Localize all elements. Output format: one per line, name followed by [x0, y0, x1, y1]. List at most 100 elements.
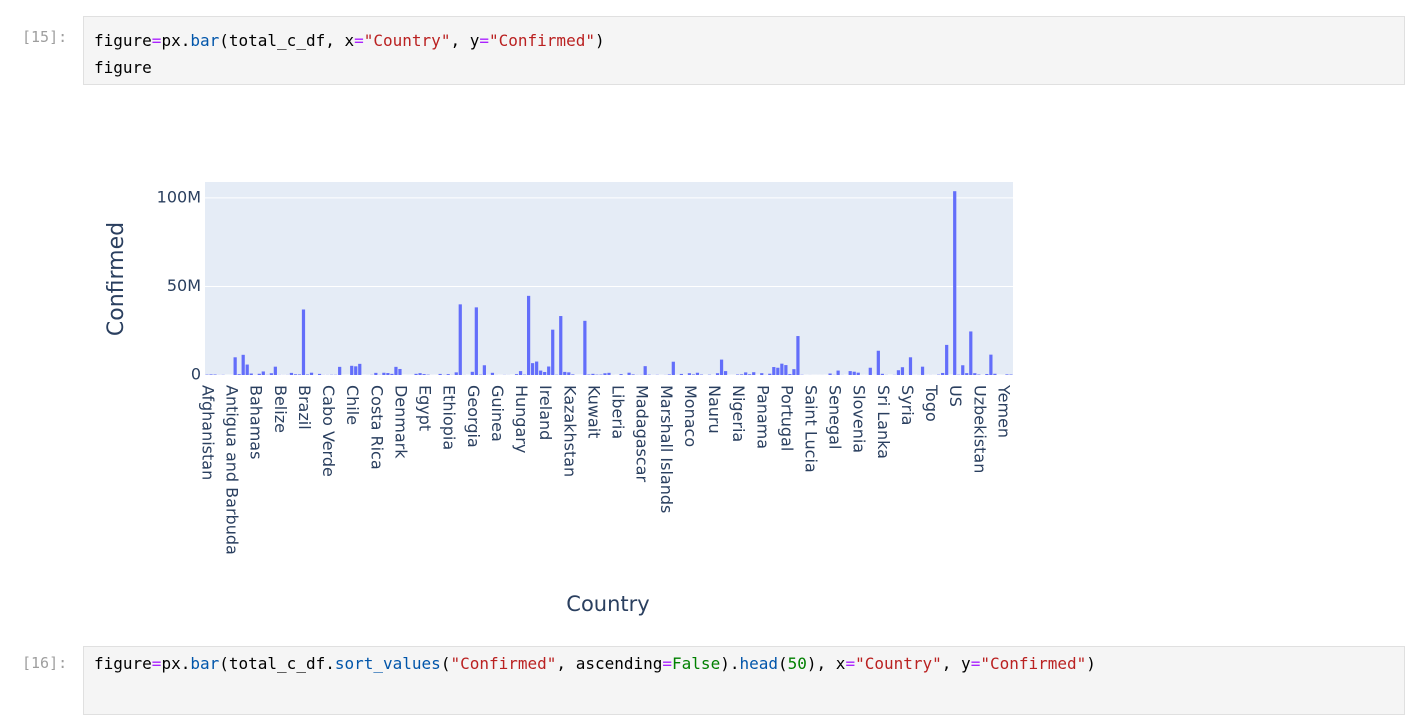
bar: [386, 373, 389, 375]
bar: [310, 373, 313, 375]
bar: [780, 364, 783, 375]
bar: [447, 374, 450, 375]
bar: [350, 366, 353, 375]
bar: [901, 367, 904, 375]
code-cell[interactable]: figure=px.bar(total_c_df.sort_values("Co…: [83, 646, 1405, 715]
bar: [869, 368, 872, 375]
bar: [909, 357, 912, 375]
bar: [246, 365, 249, 375]
code-token: ).: [720, 654, 739, 673]
bar: [740, 374, 743, 375]
code-token: figure: [94, 654, 152, 673]
bar: [358, 364, 361, 375]
y-axis-title: Confirmed: [104, 222, 129, 336]
code-token: =: [152, 654, 162, 673]
code-token: "Confirmed": [980, 654, 1086, 673]
x-tick-label: Liberia: [609, 385, 628, 439]
code-token: =: [662, 654, 672, 673]
code-token: (total_c_df, x: [219, 31, 354, 50]
code-line: figure: [94, 54, 1394, 81]
bar: [539, 371, 542, 375]
bar: [563, 372, 566, 375]
x-tick-label: Slovenia: [850, 385, 869, 453]
bar: [398, 369, 401, 375]
bar: [270, 373, 273, 375]
code-token: =: [845, 654, 855, 673]
bar: [519, 371, 522, 375]
bar: [921, 367, 924, 375]
x-tick-label: Bahamas: [247, 385, 266, 459]
bar: [607, 373, 610, 375]
bar: [632, 374, 635, 375]
x-tick-label: Ireland: [536, 385, 555, 440]
bar: [543, 372, 546, 375]
bar: [877, 351, 880, 375]
bar: [969, 331, 972, 375]
bar: [242, 355, 245, 375]
bar: [897, 370, 900, 375]
plot-area: [205, 182, 1013, 375]
bar: [491, 373, 494, 375]
bar: [234, 357, 237, 375]
bar: [475, 307, 478, 375]
x-tick-label: Monaco: [681, 385, 700, 447]
bar: [422, 374, 425, 375]
bar: [302, 309, 305, 375]
x-tick-label: US: [946, 385, 965, 407]
x-tick-label: Uzbekistan: [970, 385, 989, 473]
code-token: =: [971, 654, 981, 673]
bar: [298, 374, 301, 375]
bar: [439, 374, 442, 375]
bar: [993, 374, 996, 375]
x-tick-label: Kazakhstan: [560, 385, 579, 477]
bar: [603, 373, 606, 375]
bar: [784, 365, 787, 375]
bar: [945, 345, 948, 375]
x-tick-label: Egypt: [416, 385, 435, 431]
bar: [531, 363, 534, 375]
code-token: (: [778, 654, 788, 673]
bar: [941, 373, 944, 375]
bar: [338, 367, 341, 375]
code-token: , ascending: [556, 654, 662, 673]
x-tick-label: Hungary: [512, 385, 531, 453]
code-token: =: [152, 31, 162, 50]
bar: [752, 372, 755, 375]
x-tick-label: Sri Lanka: [874, 385, 893, 459]
bar: [535, 362, 538, 375]
bar: [973, 373, 976, 375]
code-cell[interactable]: figure=px.bar(total_c_df, x="Country", y…: [83, 16, 1405, 85]
bar: [857, 373, 860, 375]
bar: [583, 321, 586, 375]
code-token: , y: [942, 654, 971, 673]
x-tick-label: Belize: [271, 385, 290, 433]
x-tick-label: Saint Lucia: [801, 385, 820, 473]
code-line: figure=px.bar(total_c_df, x="Country", y…: [94, 27, 1394, 54]
bar: [374, 373, 377, 375]
bar: [627, 373, 630, 375]
code-token: 50: [788, 654, 807, 673]
notebook: [15]: figure=px.bar(total_c_df, x="Count…: [0, 0, 1405, 666]
bar: [961, 365, 964, 375]
code-token: ): [595, 31, 605, 50]
bar: [680, 374, 683, 375]
bar: [455, 372, 458, 375]
bar: [418, 373, 421, 375]
cell-prompt: [15]:: [22, 28, 67, 46]
bar: [724, 371, 727, 375]
bar: [559, 316, 562, 375]
x-tick-label: Portugal: [777, 385, 796, 451]
bar: [258, 374, 261, 375]
y-tick-label: 0: [191, 365, 201, 384]
bar: [551, 330, 554, 375]
bar: [414, 374, 417, 375]
x-tick-label: Afghanistan: [199, 385, 218, 480]
bar: [989, 355, 992, 375]
x-tick-label: Antigua and Barbuda: [223, 385, 242, 555]
code-token: , y: [450, 31, 479, 50]
bar: [382, 373, 385, 375]
x-tick-label: Madagascar: [633, 385, 652, 482]
bar: [776, 368, 779, 375]
bar: [744, 372, 747, 375]
bar: [965, 373, 968, 375]
